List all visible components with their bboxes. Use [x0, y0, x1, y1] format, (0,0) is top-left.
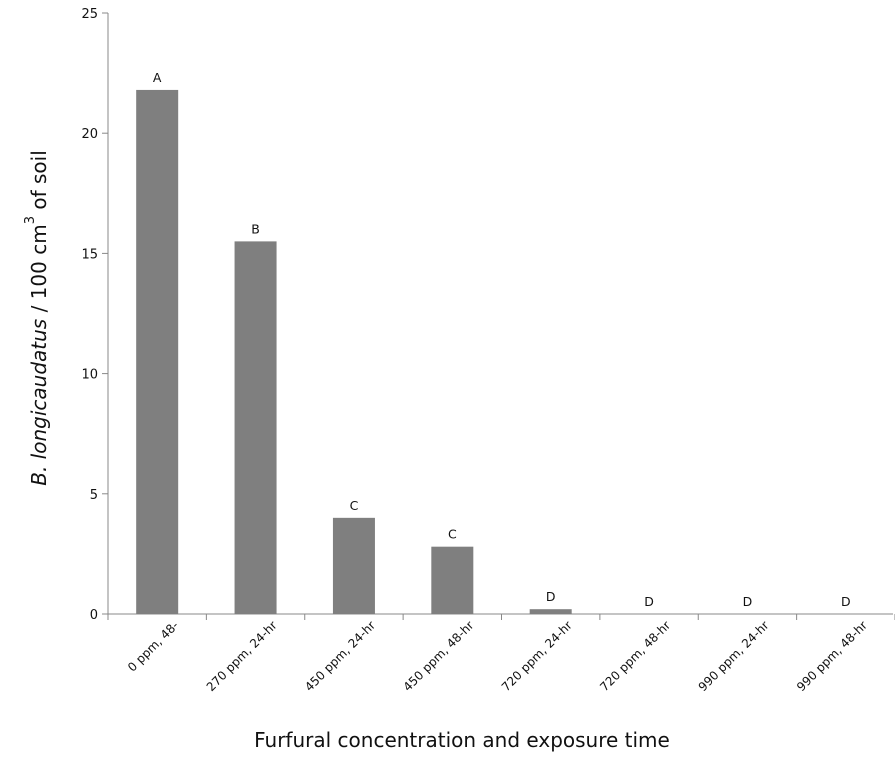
y-tick-label: 0	[90, 608, 98, 623]
y-tick-label: 25	[81, 7, 98, 22]
x-ticks: 0 ppm, 48- 270 ppm, 24-hr 450 ppm, 24-hr 45…	[107, 614, 895, 694]
bar	[529, 609, 572, 614]
y-tick-label: 20	[81, 127, 98, 142]
x-axis-title: Furfural concentration and exposure time	[254, 728, 670, 752]
x-tick-label: 990 ppm, 48-hr	[794, 618, 870, 694]
bar-label: A	[153, 70, 162, 85]
bar-label: C	[448, 527, 457, 542]
y-tick-label: 10	[81, 368, 98, 383]
y-tick-label: 5	[90, 488, 98, 503]
bars	[136, 89, 572, 615]
bar-label: D	[644, 594, 654, 609]
bar	[332, 517, 375, 614]
x-tick-label: 720 ppm, 48-hr	[597, 618, 673, 694]
y-axis-title-superscript: 3	[23, 216, 38, 224]
bar	[234, 241, 277, 614]
y-axis-title-unit: / 100 cm	[27, 224, 51, 318]
y-axis-title-italic: B. longicaudatus	[27, 319, 51, 486]
bar-label: D	[841, 594, 851, 609]
bar-label: C	[350, 498, 359, 513]
y-axis-title-suffix: of soil	[27, 150, 51, 216]
x-tick-label: 450 ppm, 48-hr	[400, 618, 476, 694]
x-tick-label: 270 ppm, 24-hr	[204, 618, 280, 694]
x-tick-label: 0 ppm, 48-	[125, 618, 181, 674]
bar	[431, 546, 474, 614]
bar-label: D	[546, 589, 556, 604]
x-tick-label: 450 ppm, 24-hr	[302, 618, 378, 694]
y-ticks: 0 5 10 15 20 25	[81, 7, 108, 623]
x-tick-label: 720 ppm, 24-hr	[499, 618, 575, 694]
y-tick-label: 15	[81, 247, 98, 262]
bar-label: B	[251, 221, 260, 236]
x-tick-label: 990 ppm, 24-hr	[696, 618, 772, 694]
bar-labels: A B C C D D D D	[153, 70, 851, 609]
bar	[136, 89, 179, 615]
y-axis-title: B. longicaudatus / 100 cm3 of soil	[23, 150, 51, 486]
bar-label: D	[743, 594, 753, 609]
